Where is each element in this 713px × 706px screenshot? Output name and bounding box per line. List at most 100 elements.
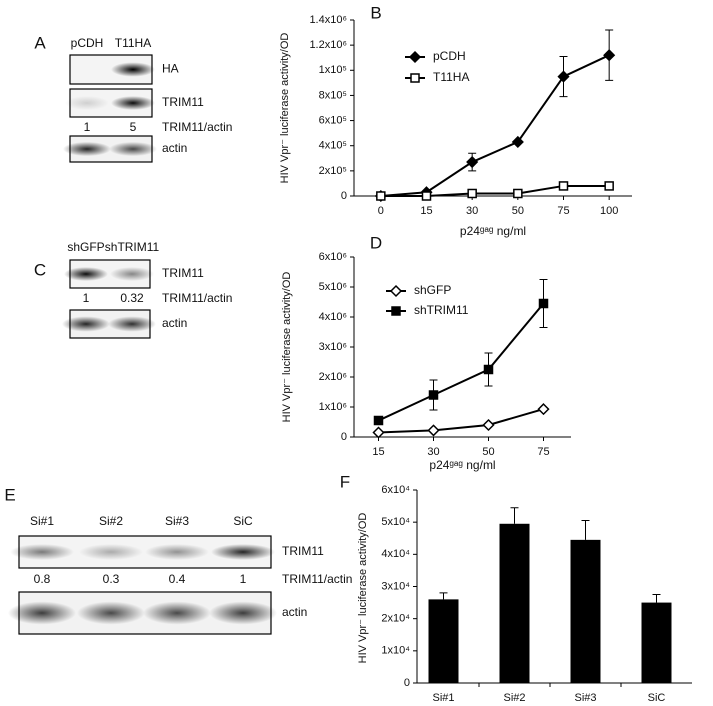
marker — [483, 364, 494, 375]
y-tick-label: 4x10⁴ — [381, 548, 410, 560]
marker — [372, 426, 385, 439]
x-tick-label: Si#3 — [574, 692, 596, 704]
marker — [389, 284, 403, 298]
x-axis-label: p24ᵍᵃᵍ ng/ml — [460, 224, 526, 238]
series-line — [378, 302, 545, 422]
y-tick-label: 0 — [404, 677, 410, 689]
x-tick-label: 75 — [537, 446, 549, 458]
ratio-value: 0.32 — [120, 291, 144, 305]
y-tick-label: 1.4x10⁶ — [309, 14, 347, 26]
marker — [558, 181, 569, 191]
x-tick-label: 15 — [420, 205, 432, 217]
marker — [482, 418, 495, 432]
bar — [641, 602, 672, 683]
legend-label: T11HA — [433, 70, 469, 84]
error-bar — [439, 592, 448, 600]
y-tick-label: 6x10⁴ — [381, 484, 410, 496]
blot-band — [10, 544, 74, 560]
blot-band — [109, 141, 157, 157]
blot-band — [110, 267, 154, 281]
ratio-label: TRIM11/actin — [162, 120, 232, 134]
marker — [376, 191, 386, 201]
band-label: actin — [162, 141, 187, 155]
y-tick-label: 1x10⁵ — [319, 64, 347, 76]
lane-label: shGFP — [67, 240, 104, 254]
y-tick-label: 6x10⁶ — [319, 251, 347, 263]
marker — [604, 181, 614, 191]
y-tick-label: 6x10⁵ — [319, 114, 347, 126]
marker — [467, 188, 477, 199]
y-tick-label: 2x10⁵ — [319, 165, 347, 177]
legend-label: shGFP — [414, 283, 451, 297]
y-tick-label: 0 — [341, 190, 347, 202]
band-label: actin — [162, 316, 187, 330]
lane-label: pCDH — [71, 36, 104, 50]
y-tick-label: 1.2x10⁶ — [309, 39, 347, 51]
marker — [408, 50, 422, 64]
error-bar — [581, 520, 590, 540]
panel-letter: D — [370, 233, 382, 252]
marker — [427, 424, 440, 437]
y-axis-label: HIV Vpr⁻ luciferase activity/OD — [357, 513, 369, 664]
blot-band — [64, 267, 108, 281]
y-tick-label: 5x10⁶ — [319, 281, 347, 293]
blot-band — [111, 96, 155, 110]
y-tick-label: 1x10⁶ — [319, 401, 347, 413]
ratio-label: TRIM11/actin — [162, 291, 232, 305]
marker — [421, 191, 432, 201]
band-label: TRIM11 — [162, 95, 204, 109]
y-tick-label: 2x10⁴ — [381, 613, 410, 625]
band-label: TRIM11 — [162, 266, 204, 280]
marker — [466, 155, 479, 169]
x-tick-label: Si#2 — [503, 692, 525, 704]
error-bar — [510, 507, 519, 524]
y-tick-label: 4x10⁶ — [319, 311, 347, 323]
x-tick-label: SiC — [648, 692, 666, 704]
blot-band — [108, 316, 156, 332]
ratio-label: TRIM11/actin — [282, 572, 352, 586]
panel-letter: E — [4, 485, 15, 504]
bar — [499, 523, 530, 683]
ratio-value: 0.3 — [103, 572, 120, 586]
band-label: HA — [162, 62, 179, 76]
y-tick-label: 1x10⁴ — [381, 645, 410, 657]
marker — [513, 188, 523, 199]
y-tick-label: 3x10⁴ — [381, 580, 410, 592]
blot-band — [143, 601, 211, 625]
x-tick-label: 0 — [378, 205, 384, 217]
y-tick-label: 8x10⁵ — [319, 89, 347, 101]
x-tick-label: 75 — [557, 205, 569, 217]
blot-band — [65, 96, 109, 110]
panel-letter: B — [370, 3, 381, 22]
lane-label: T11HA — [115, 36, 151, 50]
x-tick-label: 30 — [427, 446, 439, 458]
bar — [570, 539, 601, 683]
y-tick-label: 5x10⁴ — [381, 516, 410, 528]
lane-label: Si#3 — [165, 514, 189, 528]
lane-label: Si#2 — [99, 514, 123, 528]
panel-letter: F — [340, 472, 350, 491]
marker — [511, 135, 524, 149]
blot-band — [79, 544, 143, 560]
panel-letter: C — [34, 260, 46, 279]
x-tick-label: 50 — [512, 205, 524, 217]
blot-band — [77, 601, 145, 625]
panel-letter: A — [34, 33, 46, 52]
marker — [537, 403, 550, 416]
lane-label: shTRIM11 — [105, 240, 160, 254]
y-tick-label: 4x10⁵ — [319, 140, 347, 152]
x-axis-label: p24ᵍᵃᵍ ng/ml — [429, 458, 495, 472]
y-tick-label: 0 — [341, 431, 347, 443]
lane-label: Si#1 — [30, 514, 54, 528]
blot-band — [145, 544, 209, 560]
x-tick-label: 30 — [466, 205, 478, 217]
marker — [538, 298, 549, 309]
legend-label: shTRIM11 — [414, 303, 469, 317]
band-label: actin — [282, 605, 307, 619]
x-tick-label: 100 — [600, 205, 618, 217]
bar — [428, 599, 459, 683]
blot-band — [8, 601, 76, 625]
ratio-value: 1 — [84, 120, 91, 134]
ratio-value: 0.8 — [34, 572, 51, 586]
